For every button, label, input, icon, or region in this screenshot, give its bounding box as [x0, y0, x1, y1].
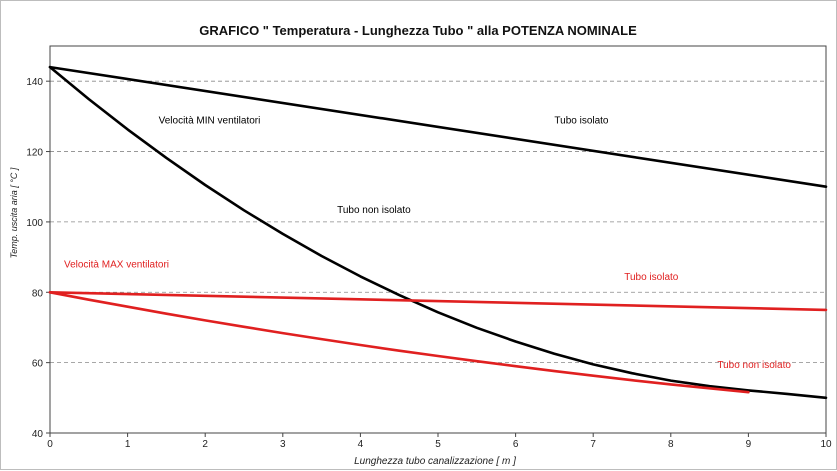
x-tick-label: 0	[47, 439, 53, 450]
x-tick-label: 8	[668, 439, 674, 450]
y-tick-label: 80	[32, 288, 44, 299]
y-axis-label: Temp. uscita aria [ °C ]	[9, 167, 19, 258]
annotation-max-label: Velocità MAX ventilatori	[64, 260, 169, 271]
series-line-3	[48, 291, 828, 312]
chart-title: GRAFICO " Temperatura - Lunghezza Tubo "…	[199, 23, 637, 38]
x-tick-label: 9	[746, 439, 752, 450]
y-tick-label: 120	[26, 148, 43, 159]
y-tick-label: 40	[32, 429, 44, 440]
x-tick-label: 6	[513, 439, 519, 450]
x-tick-label: 10	[820, 439, 832, 450]
x-tick-label: 3	[280, 439, 286, 450]
annotation-min-label: Velocità MIN ventilatori	[159, 115, 261, 126]
plot-area	[49, 45, 827, 434]
x-tick-label: 7	[590, 439, 596, 450]
x-axis-label: Lunghezza tubo canalizzazione [ m ]	[354, 456, 516, 467]
annotation-red-insulated-label: Tubo isolato	[624, 272, 679, 283]
y-tick-label: 140	[26, 77, 43, 88]
annotation-black-insulated-label: Tubo isolato	[554, 115, 609, 126]
annotation-black-uninsulated-label: Tubo non isolato	[337, 205, 411, 216]
x-tick-label: 1	[125, 439, 131, 450]
y-tick-label: 60	[32, 359, 44, 370]
x-tick-label: 4	[358, 439, 364, 450]
x-tick-label: 2	[202, 439, 208, 450]
series-line-4	[48, 291, 750, 394]
y-tick-label: 100	[26, 218, 43, 229]
x-tick-label: 5	[435, 439, 441, 450]
annotation-red-uninsulated-label: Tubo non isolato	[717, 360, 791, 371]
series-line-2	[48, 65, 828, 400]
axis-ticks: 40 60 80 100 120 140 0 1 2 3 4 5 6 7 8 9 10	[26, 77, 832, 450]
grid-lines	[50, 80, 826, 364]
series-line-1	[48, 65, 828, 188]
data-series	[48, 65, 828, 400]
annotations: Velocità MIN ventilatori Tubo isolato Tubo…	[64, 115, 791, 371]
